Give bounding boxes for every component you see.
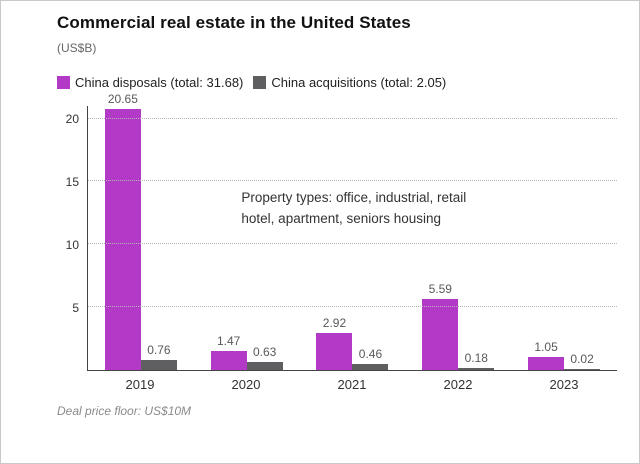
y-axis: 5 10 15 20 (57, 106, 87, 371)
x-axis-label: 2023 (549, 377, 579, 392)
bar-column: 0.63 (246, 345, 283, 370)
bar-group-2023: 1.05 0.02 (511, 106, 617, 370)
bar-group-2020: 1.47 0.63 (194, 106, 300, 370)
value-label: 0.46 (358, 347, 383, 362)
bar-groups: 20.65 0.76 1.47 0.63 2.92 0.46 5.59 0.18 1.05 0.0… (88, 92, 617, 370)
y-axis-tick-label: 15 (65, 174, 79, 189)
x-axis-label: 2020 (231, 377, 261, 392)
annotation-line: Property types: office, industrial, reta… (241, 189, 467, 205)
y-axis-tick-label: 20 (65, 111, 79, 126)
gridline (88, 180, 617, 182)
bar-china-disposals-2019 (104, 109, 141, 370)
y-axis-tick-label: 10 (65, 237, 79, 252)
bar-china-acquisitions-2023 (564, 369, 601, 370)
bar-column: 5.59 (422, 282, 459, 370)
value-label: 0.63 (253, 345, 277, 360)
bar-column: 1.47 (210, 334, 247, 370)
bar-group-2019: 20.65 0.76 (88, 92, 194, 370)
value-label: 5.59 (428, 282, 452, 297)
acquisitions-swatch-icon (253, 76, 267, 89)
bar-china-disposals-2022 (422, 299, 459, 370)
axis-unit-label: (US$B) (57, 41, 97, 55)
bar-column: 1.05 (528, 339, 565, 370)
y-axis-tick-label: 5 (72, 300, 79, 315)
bar-china-acquisitions-2021 (352, 364, 389, 370)
value-label: 1.05 (534, 339, 558, 354)
annotation-line: hotel, apartment, seniors housing (241, 210, 442, 226)
legend-item-label: China acquisitions (total: 2.05) (271, 75, 447, 90)
plot-area: 20.65 0.76 1.47 0.63 2.92 0.46 5.59 0.18 1.05 0.0… (87, 92, 617, 371)
x-axis-label: 2019 (125, 377, 155, 392)
value-label: 0.02 (570, 352, 594, 366)
bar-china-acquisitions-2019 (140, 360, 177, 370)
legend-item-disposals: China disposals (total: 31.68) (57, 75, 243, 90)
bar-china-disposals-2023 (528, 356, 565, 370)
gridline (88, 117, 617, 119)
bar-column: 0.76 (140, 343, 177, 370)
value-label: 0.76 (147, 343, 171, 358)
value-label: 20.65 (107, 92, 138, 107)
bar-column: 0.02 (564, 352, 601, 370)
x-axis-label: 2022 (443, 377, 473, 392)
x-axis-label: 2021 (337, 377, 367, 392)
value-label: 0.18 (464, 350, 488, 365)
value-label: 2.92 (322, 316, 347, 331)
footnote: Deal price floor: US$10M (57, 404, 192, 418)
legend-item-acquisitions: China acquisitions (total: 2.05) (253, 75, 446, 90)
bar-column: 2.92 (316, 316, 353, 370)
bar-china-acquisitions-2022 (458, 367, 495, 370)
value-label: 1.47 (217, 334, 241, 349)
x-axis: 2019 2020 2021 2022 2023 (87, 377, 617, 392)
legend: China disposals (total: 31.68) China acq… (57, 75, 617, 90)
bar-china-acquisitions-2020 (246, 362, 283, 370)
bar-china-disposals-2020 (210, 351, 247, 370)
bar-group-2021: 2.92 0.46 (300, 106, 406, 370)
bar-china-disposals-2021 (316, 333, 353, 370)
bar-group-2022: 5.59 0.18 (405, 106, 511, 370)
bar-column: 0.18 (458, 350, 495, 370)
legend-item-label: China disposals (total: 31.68) (75, 75, 244, 90)
bar-column: 20.65 (104, 92, 141, 370)
bar-chart: 5 10 15 20 20.65 0.76 1.47 0.63 2.92 0.46 5.59 0.1… (57, 92, 617, 371)
page-title: Commercial real estate in the United Sta… (57, 13, 411, 32)
gridline (88, 243, 617, 245)
disposals-swatch-icon (57, 76, 70, 89)
bar-column: 0.46 (352, 347, 389, 370)
gridline (88, 306, 617, 308)
annotation: Property types: office, industrial, reta… (241, 188, 466, 230)
